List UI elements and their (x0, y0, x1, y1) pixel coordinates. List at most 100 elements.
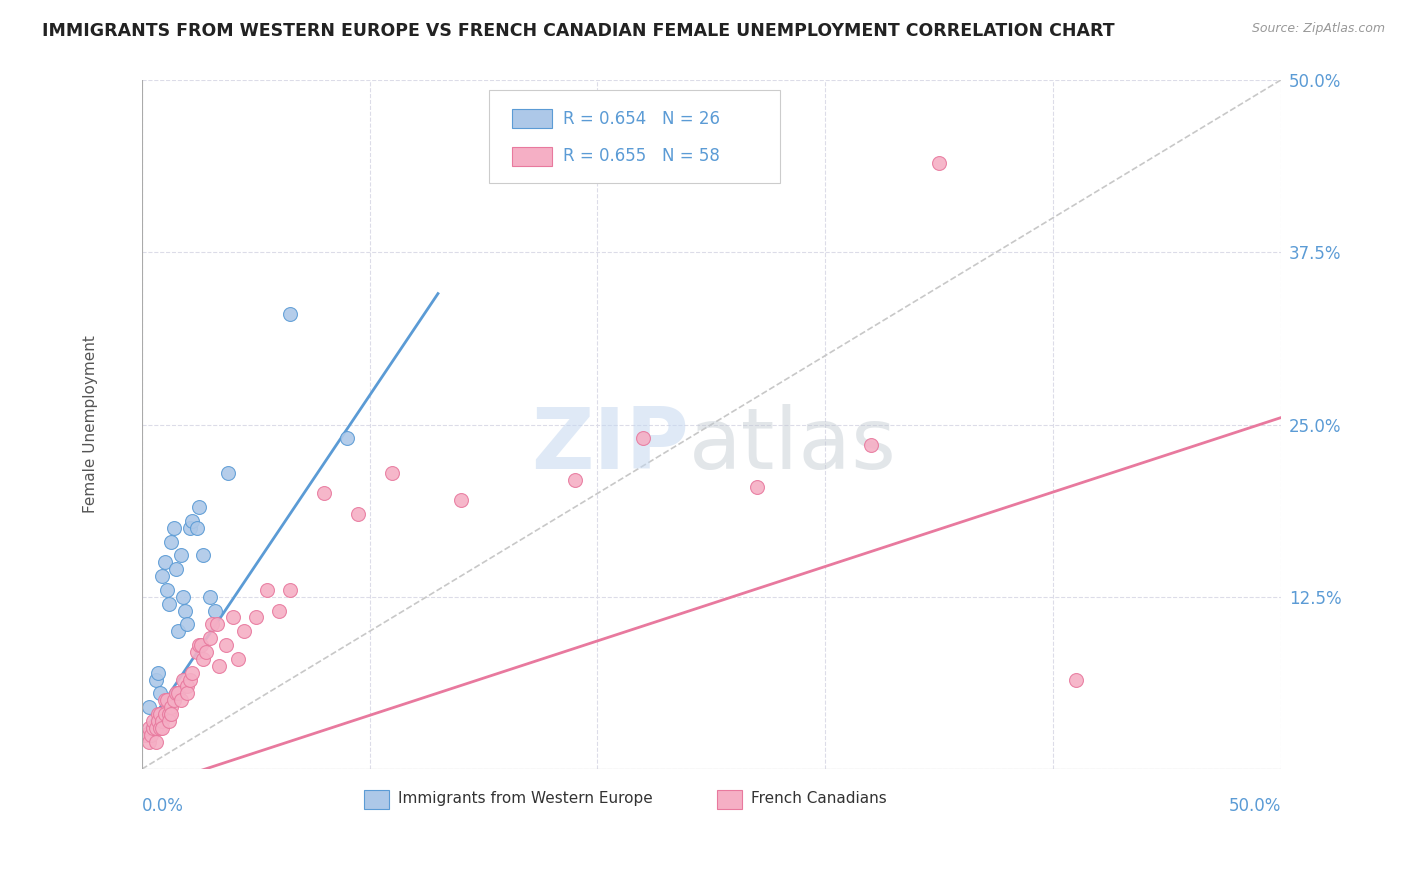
Point (160, 706, 183, 721)
Point (181, 665, 204, 680)
Point (181, 514, 204, 528)
Point (278, 307, 301, 321)
Point (745, 479, 768, 493)
Point (174, 604, 197, 618)
Point (172, 673, 194, 687)
Point (186, 645, 208, 659)
Point (256, 582, 278, 597)
Bar (512, 109, 553, 128)
Point (193, 549, 215, 563)
Point (156, 693, 179, 707)
Bar (717, 789, 742, 809)
Point (205, 617, 228, 632)
Text: Immigrants from Western Europe: Immigrants from Western Europe (398, 791, 652, 806)
Point (149, 721, 172, 735)
Point (1064, 673, 1087, 687)
Point (187, 638, 209, 652)
Point (198, 590, 221, 604)
Point (226, 652, 249, 666)
Point (347, 507, 370, 521)
Point (450, 493, 472, 508)
Point (153, 706, 176, 721)
Point (149, 686, 172, 700)
Point (194, 645, 217, 659)
Point (176, 686, 198, 700)
Text: R = 0.654   N = 26: R = 0.654 N = 26 (564, 110, 720, 128)
Point (179, 673, 201, 687)
Point (172, 590, 194, 604)
Point (135, 728, 157, 742)
Point (167, 686, 190, 700)
Point (142, 721, 165, 735)
Point (167, 624, 190, 639)
Point (179, 521, 201, 535)
Point (564, 473, 586, 487)
Point (163, 521, 186, 535)
Point (138, 721, 160, 735)
Point (163, 693, 186, 707)
Point (150, 569, 173, 583)
Text: 50.0%: 50.0% (1229, 797, 1281, 814)
Point (631, 431, 654, 445)
Point (145, 673, 167, 687)
Point (157, 706, 180, 721)
Point (381, 466, 404, 480)
Point (165, 686, 187, 700)
Point (193, 652, 215, 666)
Point (139, 728, 162, 742)
Point (198, 631, 221, 645)
Point (186, 521, 208, 535)
Point (145, 721, 167, 735)
Point (146, 706, 169, 721)
Point (208, 658, 231, 673)
Point (153, 555, 176, 569)
Point (222, 610, 245, 624)
Point (215, 638, 238, 652)
Text: atlas: atlas (689, 404, 897, 487)
Point (146, 665, 169, 680)
Point (312, 486, 335, 500)
Point (267, 604, 290, 618)
Point (176, 679, 198, 693)
Point (336, 431, 359, 445)
Point (149, 706, 172, 721)
Point (169, 693, 191, 707)
Point (928, 155, 950, 169)
Point (176, 617, 198, 632)
FancyBboxPatch shape (489, 90, 780, 184)
Point (859, 438, 882, 452)
Point (150, 714, 173, 728)
Point (217, 466, 239, 480)
Point (169, 549, 191, 563)
Text: ZIP: ZIP (531, 404, 689, 487)
Bar (512, 147, 553, 166)
Point (187, 500, 209, 515)
Text: IMMIGRANTS FROM WESTERN EUROPE VS FRENCH CANADIAN FEMALE UNEMPLOYMENT CORRELATIO: IMMIGRANTS FROM WESTERN EUROPE VS FRENCH… (42, 22, 1115, 40)
Text: 0.0%: 0.0% (142, 797, 184, 814)
Text: Source: ZipAtlas.com: Source: ZipAtlas.com (1251, 22, 1385, 36)
Point (157, 597, 180, 611)
Point (153, 693, 176, 707)
Point (138, 734, 160, 748)
Point (201, 617, 224, 632)
Point (190, 638, 212, 652)
Point (278, 582, 301, 597)
Point (142, 714, 165, 728)
Point (132, 728, 155, 742)
Bar (364, 789, 389, 809)
Point (160, 700, 183, 714)
Point (150, 721, 173, 735)
Point (233, 624, 256, 639)
Text: R = 0.655   N = 58: R = 0.655 N = 58 (564, 147, 720, 166)
Point (204, 604, 226, 618)
Point (245, 610, 267, 624)
Point (160, 534, 183, 549)
Point (157, 714, 180, 728)
Point (146, 714, 169, 728)
Text: Female Unemployment: Female Unemployment (83, 335, 98, 514)
Point (156, 582, 179, 597)
Text: French Canadians: French Canadians (751, 791, 887, 806)
Point (165, 562, 187, 576)
Point (145, 734, 167, 748)
Point (138, 700, 160, 714)
